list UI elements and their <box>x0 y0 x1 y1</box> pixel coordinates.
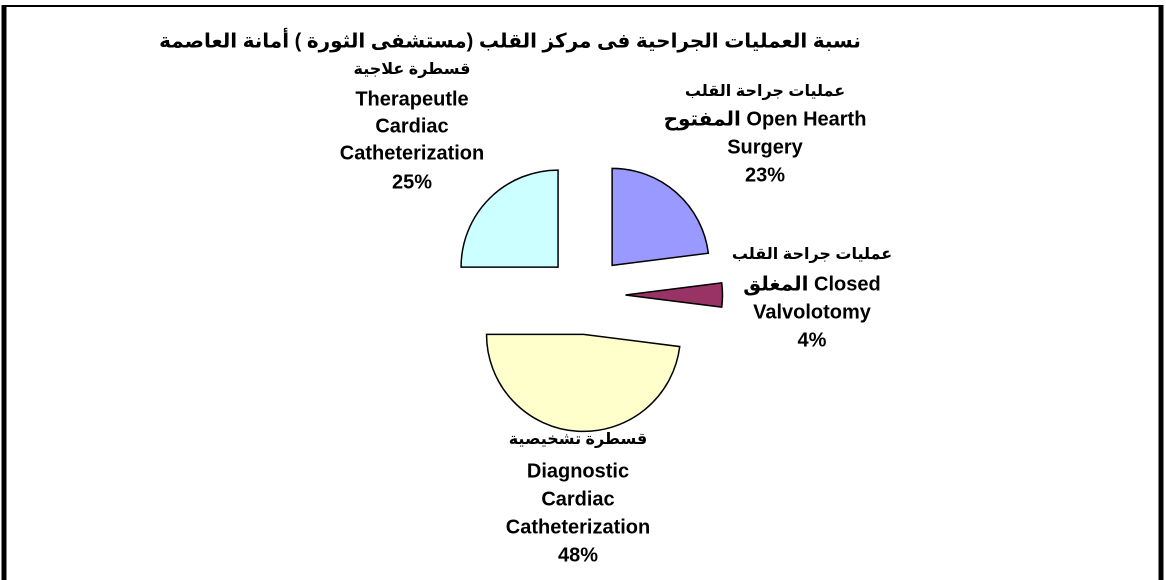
slice-label: قسطرة تشخيصية <box>509 431 648 448</box>
slice-label: Diagnostic <box>527 460 629 482</box>
value-label: 4% <box>798 329 827 351</box>
value-label: 48% <box>558 544 598 566</box>
slice-label: Catheterization <box>506 516 650 538</box>
chart-title: نسبة العمليات الجراحية فى مركز القلب (مس… <box>159 26 861 52</box>
slice-label: Cardiac <box>541 488 614 510</box>
slice-label: Surgery <box>727 136 803 158</box>
slice-label: عمليات جراحة القلب <box>685 83 845 100</box>
slice-label: المفتوح Open Hearth <box>664 108 867 130</box>
pie-slice <box>460 169 559 268</box>
value-label: 23% <box>745 164 785 186</box>
pie-slice <box>625 282 724 308</box>
pie-slice <box>485 333 681 433</box>
value-label: 25% <box>392 171 432 193</box>
slice-label: المغلق Closed <box>743 273 881 295</box>
slice-label: عمليات جراحة القلب <box>732 246 892 263</box>
slice-label: Therapeutle <box>355 88 468 110</box>
slice-label: قسطرة علاجية <box>353 61 470 78</box>
slice-label: Cardiac <box>375 115 448 137</box>
pie-slice <box>611 167 710 267</box>
slice-label: Catheterization <box>340 142 484 164</box>
slice-label: Valvolotomy <box>753 301 872 323</box>
